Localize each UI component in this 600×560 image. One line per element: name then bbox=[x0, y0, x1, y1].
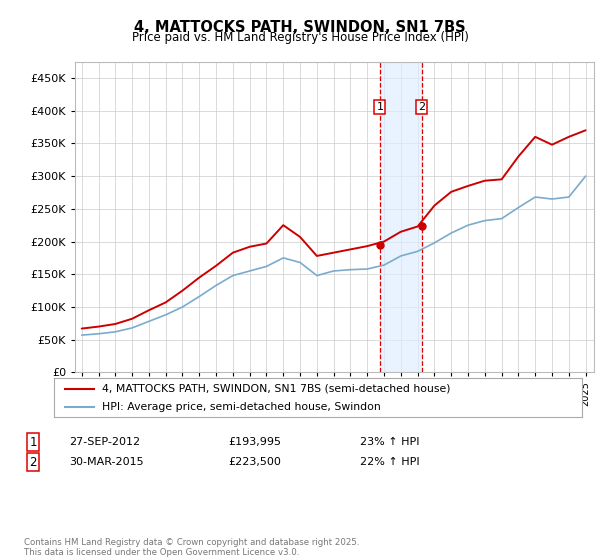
Text: Price paid vs. HM Land Registry's House Price Index (HPI): Price paid vs. HM Land Registry's House … bbox=[131, 31, 469, 44]
Text: 30-MAR-2015: 30-MAR-2015 bbox=[69, 457, 143, 467]
Text: 2: 2 bbox=[418, 102, 425, 113]
Text: Contains HM Land Registry data © Crown copyright and database right 2025.
This d: Contains HM Land Registry data © Crown c… bbox=[24, 538, 359, 557]
Bar bbox=[380, 62, 422, 372]
Text: 4, MATTOCKS PATH, SWINDON, SN1 7BS (semi-detached house): 4, MATTOCKS PATH, SWINDON, SN1 7BS (semi… bbox=[101, 384, 450, 394]
Text: 22% ↑ HPI: 22% ↑ HPI bbox=[360, 457, 419, 467]
Text: 4, MATTOCKS PATH, SWINDON, SN1 7BS: 4, MATTOCKS PATH, SWINDON, SN1 7BS bbox=[134, 20, 466, 35]
Text: HPI: Average price, semi-detached house, Swindon: HPI: Average price, semi-detached house,… bbox=[101, 402, 380, 412]
Text: 27-SEP-2012: 27-SEP-2012 bbox=[69, 437, 140, 447]
Text: 1: 1 bbox=[29, 436, 37, 449]
Text: £193,995: £193,995 bbox=[228, 437, 281, 447]
Text: 2: 2 bbox=[29, 455, 37, 469]
Text: 1: 1 bbox=[376, 102, 383, 113]
Text: £223,500: £223,500 bbox=[228, 457, 281, 467]
Text: 23% ↑ HPI: 23% ↑ HPI bbox=[360, 437, 419, 447]
